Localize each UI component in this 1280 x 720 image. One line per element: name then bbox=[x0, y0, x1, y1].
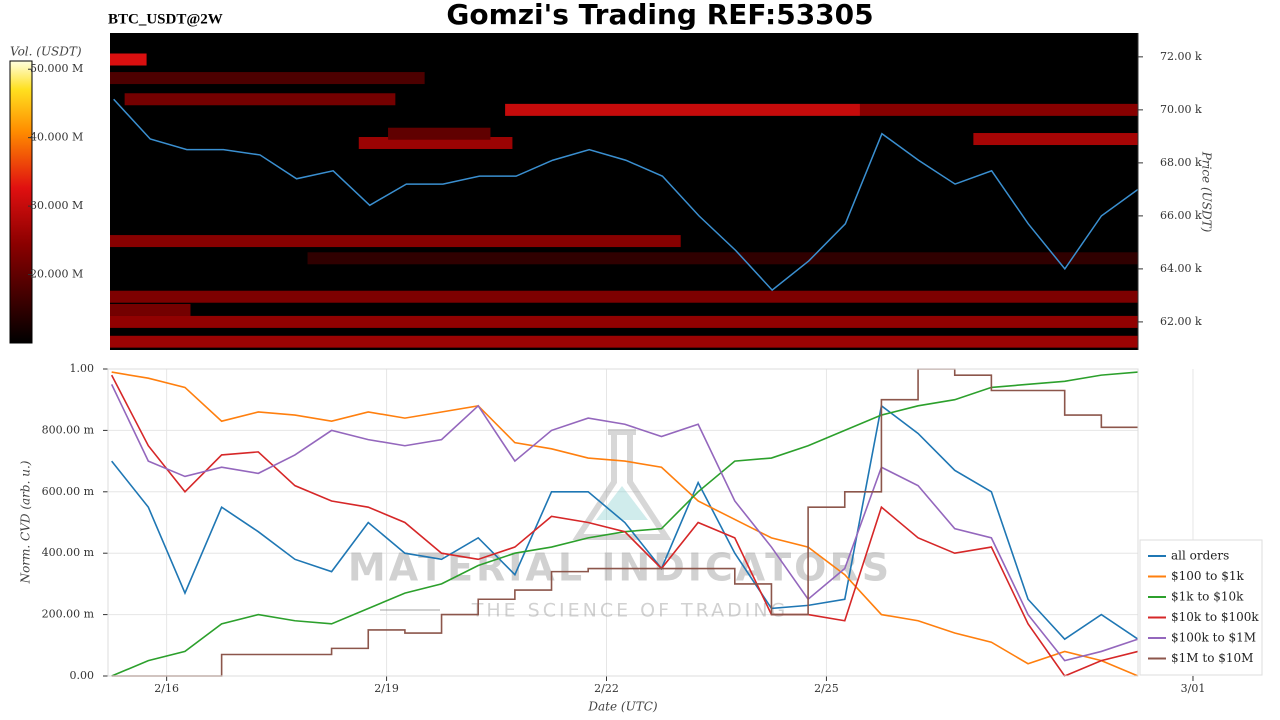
heatmap-band bbox=[110, 54, 147, 66]
legend-label: all orders bbox=[1171, 549, 1229, 563]
price-line bbox=[113, 98, 1139, 292]
heatmap-band bbox=[308, 252, 1138, 264]
heatmap bbox=[110, 54, 1138, 348]
legend-label: $100 to $1k bbox=[1171, 569, 1244, 583]
y-tick-label: 66.00 k bbox=[1160, 209, 1202, 222]
heatmap-band bbox=[110, 235, 681, 247]
watermark: MATERIAL INDICATORS THE SCIENCE OF TRADI… bbox=[348, 429, 892, 622]
legend-label: $1M to $10M bbox=[1171, 651, 1253, 665]
heatmap-band bbox=[973, 133, 1138, 145]
series-group bbox=[112, 369, 1138, 676]
plot-frame bbox=[107, 368, 1139, 677]
cvd-line bbox=[112, 372, 1138, 676]
cvd-line bbox=[112, 369, 1138, 676]
heatmap-band bbox=[125, 93, 396, 105]
y-tick-label: 600.00 m bbox=[42, 485, 95, 498]
y-tick-label: 68.00 k bbox=[1160, 156, 1202, 169]
heatmap-band bbox=[110, 304, 190, 316]
heatmap-band bbox=[110, 316, 1138, 328]
x-axis-label: Date (UTC) bbox=[587, 700, 657, 714]
cvd-line bbox=[112, 372, 1138, 676]
colorbar-label: Vol. (USDT) bbox=[10, 45, 82, 59]
x-tick-label: 2/16 bbox=[154, 682, 179, 695]
y-tick-label: 62.00 k bbox=[1160, 315, 1202, 328]
legend-box bbox=[1139, 539, 1263, 676]
y-tick-label: 0.00 bbox=[70, 669, 95, 682]
chart-title: BTC_USDT@2W bbox=[108, 11, 223, 27]
colorbar-tick-label: 50.000 M bbox=[30, 62, 83, 75]
x-tick-label: 3/01 bbox=[1181, 682, 1206, 695]
colorbar-tick-label: 40.000 M bbox=[30, 131, 83, 144]
y-tick-label: 1.00 bbox=[70, 362, 95, 375]
legend-label: $1k to $10k bbox=[1171, 590, 1244, 604]
legend-label: $100k to $1M bbox=[1171, 631, 1256, 645]
x-tick-label: 2/25 bbox=[814, 682, 839, 695]
heatmap-band bbox=[860, 104, 1138, 116]
y-tick-label: 64.00 k bbox=[1160, 262, 1202, 275]
colorbar-tick-label: 30.000 M bbox=[30, 199, 83, 212]
y-tick-label: 800.00 m bbox=[42, 423, 95, 436]
heatmap-band bbox=[505, 104, 860, 116]
watermark-icon bbox=[596, 486, 648, 520]
colorbar bbox=[9, 60, 33, 344]
legend-label: $10k to $100k bbox=[1171, 610, 1259, 624]
watermark-subtitle: THE SCIENCE OF TRADING bbox=[471, 600, 789, 622]
y-tick-label: 400.00 m bbox=[42, 546, 95, 559]
y-axis-label: Norm. CVD (arb. u.) bbox=[19, 460, 33, 584]
y-tick-label: 70.00 k bbox=[1160, 103, 1202, 116]
page-title: Gomzi's Trading REF:53305 bbox=[446, 0, 873, 31]
heatmap-band bbox=[359, 137, 513, 149]
watermark-title: MATERIAL INDICATORS bbox=[348, 546, 892, 590]
cvd-line bbox=[112, 384, 1138, 660]
heatmap-band bbox=[110, 291, 1138, 303]
y-axis-label: Price (USDT) bbox=[1200, 151, 1214, 233]
colorbar-tick-label: 20.000 M bbox=[30, 268, 83, 281]
heatmap-band bbox=[388, 128, 490, 140]
x-tick-label: 2/22 bbox=[594, 682, 619, 695]
y-tick-label: 72.00 k bbox=[1160, 50, 1202, 63]
heatmap-band bbox=[110, 72, 425, 84]
x-tick-label: 2/19 bbox=[374, 682, 399, 695]
heatmap-band bbox=[110, 336, 1138, 348]
cvd-line bbox=[112, 406, 1138, 639]
cvd-line bbox=[112, 375, 1138, 676]
watermark-icon bbox=[572, 429, 672, 540]
y-tick-label: 200.00 m bbox=[42, 608, 95, 621]
